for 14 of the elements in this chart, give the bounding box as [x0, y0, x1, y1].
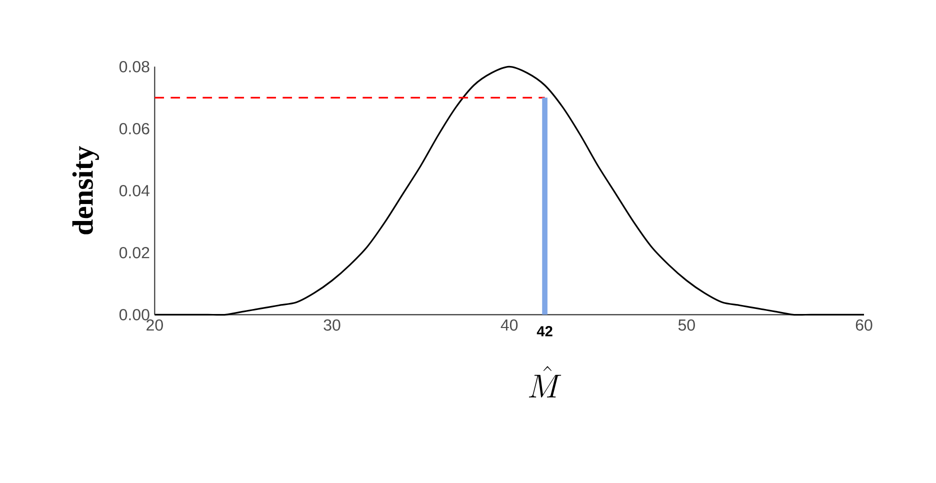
annotation: 42 — [536, 326, 552, 336]
x-tick-label: 20 — [146, 320, 163, 331]
y-axis-title: density — [72, 146, 100, 234]
y-tick-label: 0.00 — [119, 309, 150, 320]
y-tick-label: 0.04 — [119, 185, 150, 196]
x-tick-label: 40 — [500, 320, 518, 331]
line-series — [154, 66, 865, 316]
y-tick-label: 0.08 — [119, 61, 150, 72]
x-tick-label: 50 — [678, 320, 695, 331]
y-tick-label: 0.02 — [119, 247, 150, 258]
y-tick-label: 0.06 — [119, 123, 150, 134]
x-tick-label: 30 — [324, 320, 340, 331]
x-axis-title: $\hat{M}$ — [528, 366, 562, 398]
x-tick-label: 60 — [856, 320, 872, 331]
